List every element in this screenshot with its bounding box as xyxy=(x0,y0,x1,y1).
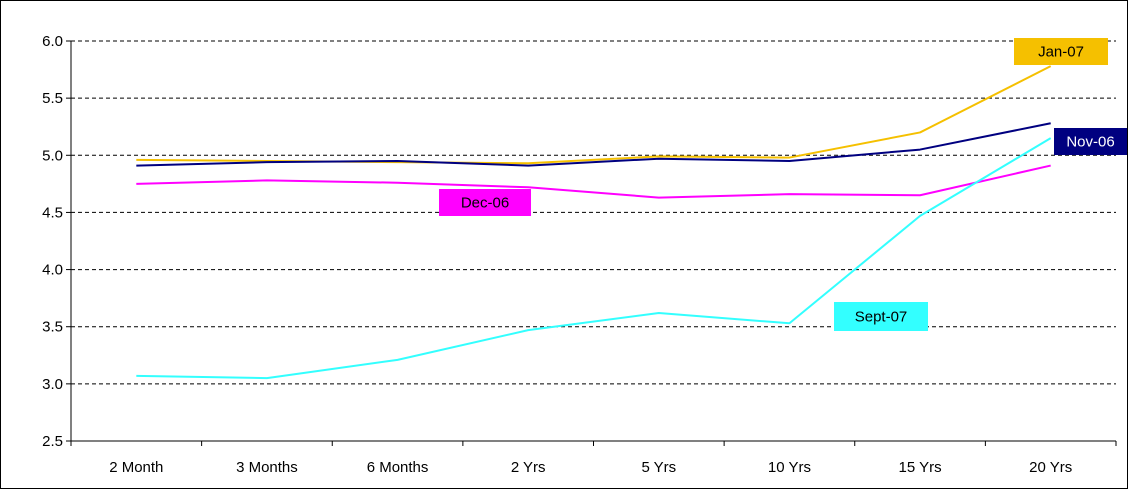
y-tick-label: 6.0 xyxy=(42,33,63,50)
x-tick-label: 2 Month xyxy=(109,459,163,476)
grid-lines xyxy=(71,40,1116,385)
x-tick-label: 10 Yrs xyxy=(768,459,811,476)
series-label-jan-07: Jan-07 xyxy=(1014,38,1108,65)
series-label-text: Dec-06 xyxy=(461,195,509,212)
y-tick-label: 5.0 xyxy=(42,147,63,164)
series-line-dec-06 xyxy=(136,164,1051,199)
y-tick-label: 5.5 xyxy=(42,90,63,107)
series-label-text: Nov-06 xyxy=(1066,134,1114,151)
y-tick-label: 3.0 xyxy=(42,376,63,393)
y-tick-label: 3.5 xyxy=(42,319,63,336)
x-tick-label: 6 Months xyxy=(367,459,429,476)
x-tick-label: 5 Yrs xyxy=(641,459,676,476)
series-label-text: Jan-07 xyxy=(1038,44,1084,61)
x-tick-label: 2 Yrs xyxy=(511,459,546,476)
y-tick-label: 2.5 xyxy=(42,433,63,450)
y-tick-label: 4.5 xyxy=(42,204,63,221)
series-label-sept-07: Sept-07 xyxy=(834,302,928,331)
axes: 2.5 3.0 3.5 4.0 4.5 5.0 5.5 6.0 2 Month 3 Months 6… xyxy=(42,33,1117,476)
series-label-dec-06: Dec-06 xyxy=(439,189,531,216)
series-label-nov-06: Nov-06 xyxy=(1054,128,1127,155)
x-tick-label: 3 Months xyxy=(236,459,298,476)
series-labels: Jan-07 Nov-06 Dec-06 Sept-07 xyxy=(439,38,1127,331)
series-line-nov-06 xyxy=(136,122,1051,167)
x-tick-label: 15 Yrs xyxy=(899,459,942,476)
series-label-text: Sept-07 xyxy=(855,309,908,326)
y-tick-label: 4.0 xyxy=(42,262,63,279)
series-line-jan-07 xyxy=(136,65,1052,165)
series-line-sept-07 xyxy=(136,137,1052,380)
series-lines xyxy=(136,65,1052,380)
x-tick-label: 20 Yrs xyxy=(1029,459,1072,476)
